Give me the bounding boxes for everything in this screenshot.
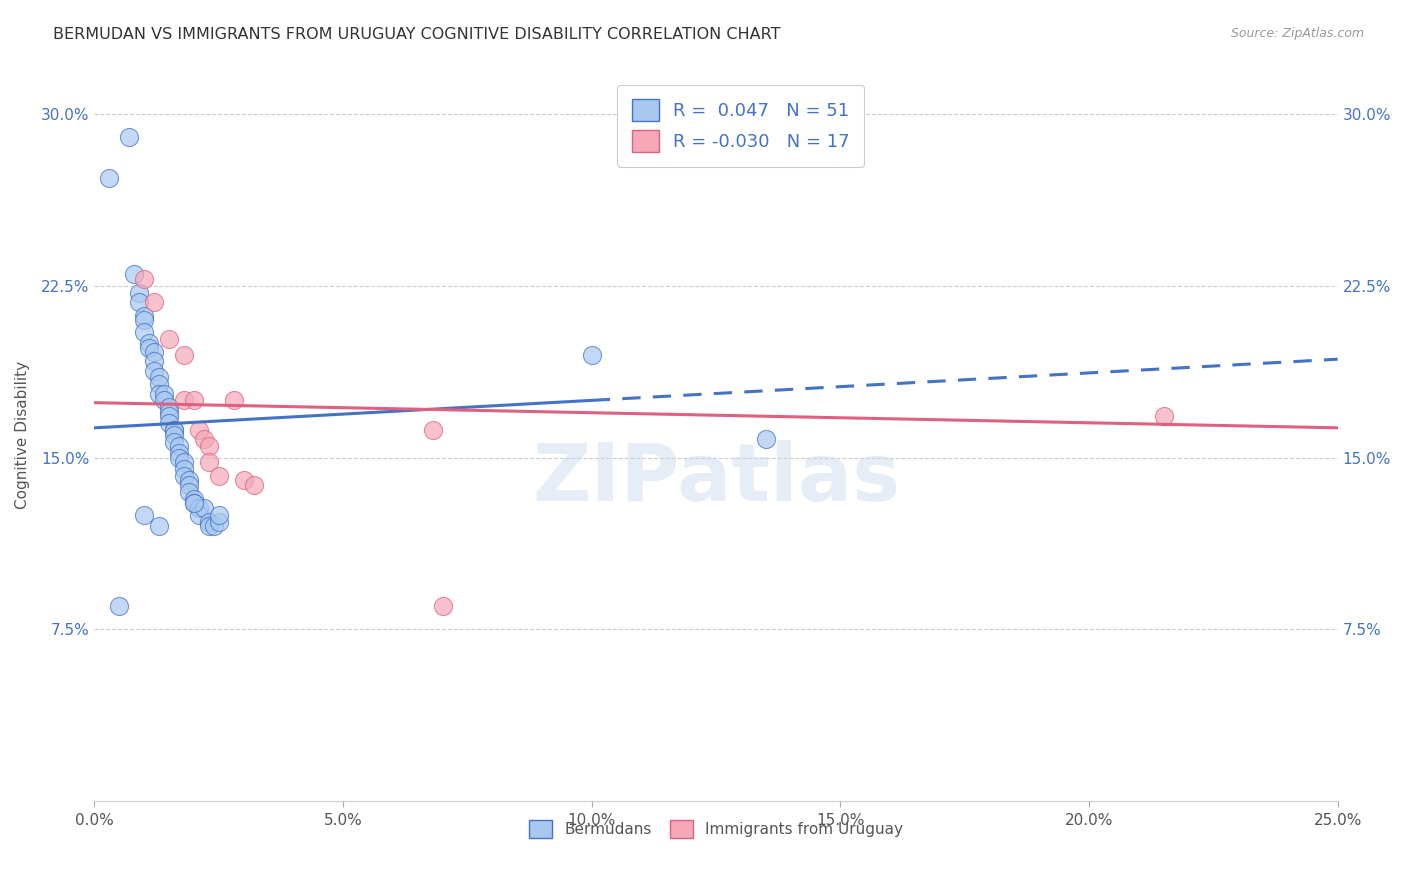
Point	[108, 599, 131, 614]
Point	[163, 423, 186, 437]
Point	[118, 130, 141, 145]
Point	[122, 268, 145, 282]
Point	[422, 423, 444, 437]
Point	[202, 519, 225, 533]
Point	[173, 469, 195, 483]
Point	[187, 508, 209, 522]
Point	[183, 496, 205, 510]
Point	[153, 393, 176, 408]
Point	[163, 427, 186, 442]
Legend: Bermudans, Immigrants from Uruguay: Bermudans, Immigrants from Uruguay	[523, 814, 910, 845]
Point	[177, 474, 200, 488]
Point	[163, 434, 186, 449]
Point	[157, 332, 180, 346]
Point	[432, 599, 454, 614]
Point	[98, 171, 121, 186]
Point	[167, 450, 190, 465]
Point	[138, 341, 160, 355]
Point	[198, 439, 221, 453]
Point	[183, 496, 205, 510]
Point	[143, 345, 166, 359]
Point	[148, 377, 170, 392]
Point	[193, 500, 215, 515]
Point	[755, 432, 778, 446]
Point	[134, 272, 156, 286]
Point	[1153, 409, 1175, 424]
Point	[128, 295, 150, 310]
Text: ZIPatlas: ZIPatlas	[531, 440, 900, 517]
Point	[242, 478, 264, 492]
Point	[198, 455, 221, 469]
Point	[581, 348, 603, 362]
Point	[173, 455, 195, 469]
Point	[177, 484, 200, 499]
Point	[167, 439, 190, 453]
Point	[208, 469, 231, 483]
Point	[187, 500, 209, 515]
Point	[138, 336, 160, 351]
Point	[157, 409, 180, 424]
Point	[148, 370, 170, 384]
Point	[183, 393, 205, 408]
Point	[208, 508, 231, 522]
Point	[153, 386, 176, 401]
Point	[198, 515, 221, 529]
Point	[177, 478, 200, 492]
Point	[167, 446, 190, 460]
Y-axis label: Cognitive Disability: Cognitive Disability	[15, 360, 30, 508]
Text: Source: ZipAtlas.com: Source: ZipAtlas.com	[1230, 27, 1364, 40]
Point	[222, 393, 245, 408]
Point	[157, 401, 180, 415]
Point	[173, 393, 195, 408]
Point	[128, 285, 150, 300]
Point	[173, 348, 195, 362]
Point	[163, 423, 186, 437]
Point	[232, 474, 254, 488]
Point	[143, 354, 166, 368]
Point	[173, 462, 195, 476]
Point	[143, 295, 166, 310]
Point	[148, 386, 170, 401]
Point	[193, 432, 215, 446]
Point	[134, 325, 156, 339]
Point	[134, 508, 156, 522]
Point	[134, 309, 156, 323]
Point	[198, 519, 221, 533]
Point	[148, 519, 170, 533]
Point	[183, 491, 205, 506]
Point	[208, 515, 231, 529]
Point	[187, 423, 209, 437]
Text: BERMUDAN VS IMMIGRANTS FROM URUGUAY COGNITIVE DISABILITY CORRELATION CHART: BERMUDAN VS IMMIGRANTS FROM URUGUAY COGN…	[53, 27, 780, 42]
Point	[157, 417, 180, 431]
Point	[157, 405, 180, 419]
Point	[143, 363, 166, 377]
Point	[134, 313, 156, 327]
